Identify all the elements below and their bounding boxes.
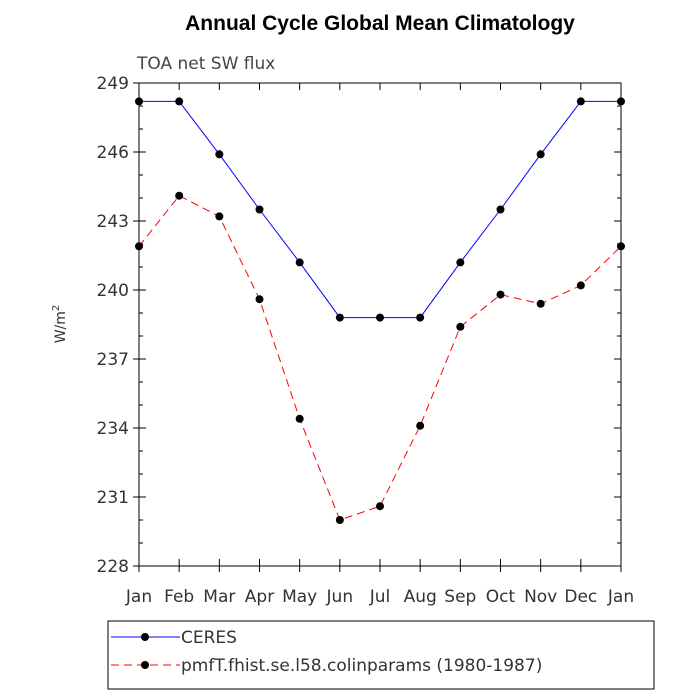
data-point-series-1 (215, 212, 224, 221)
x-axis: Jan Feb Mar Apr May Jun Jul Aug Sep Oct Nov Dec Jan (125, 83, 634, 607)
data-point-series-0 (295, 258, 304, 267)
y-tick-label: 249 (97, 74, 129, 94)
y-axis-label-text: W/m (53, 311, 69, 343)
y-tick-label: 234 (97, 419, 129, 439)
data-point-series-0 (175, 97, 184, 106)
data-point-series-1 (496, 290, 505, 299)
data-point-series-0 (456, 258, 465, 267)
x-tick-label: Sep (444, 587, 476, 607)
legend-marker-model (141, 661, 149, 669)
x-tick-label: Jan (607, 587, 634, 607)
data-point-series-1 (255, 295, 264, 304)
x-tick-label: Feb (164, 587, 194, 607)
data-point-series-1 (617, 242, 625, 251)
data-point-series-0 (335, 313, 344, 322)
data-point-series-1 (576, 281, 585, 290)
legend-label-model: pmfT.fhist.se.l58.colinparams (1980-1987… (181, 656, 542, 676)
x-tick-label: Oct (486, 587, 516, 607)
data-point-series-0 (135, 97, 143, 106)
data-point-series-1 (295, 414, 304, 423)
x-tick-label: Aug (404, 587, 437, 607)
data-point-series-0 (416, 313, 425, 322)
data-point-series-1 (135, 242, 143, 251)
series-line-0 (139, 100, 621, 319)
x-tick-label: Nov (524, 587, 557, 607)
chart-subtitle: TOA net SW flux (136, 54, 275, 74)
data-point-series-1 (175, 191, 184, 200)
y-tick-label: 240 (97, 281, 129, 301)
legend-label-ceres: CERES (181, 628, 237, 648)
data-point-series-0 (496, 205, 505, 214)
series-line-1 (138, 195, 622, 521)
x-tick-label: Jul (369, 587, 391, 607)
legend: CERES pmfT.fhist.se.l58.colinparams (198… (107, 620, 655, 690)
data-point-series-1 (376, 502, 384, 511)
plot-frame (138, 82, 622, 567)
x-tick-label: Apr (245, 587, 274, 607)
x-tick-label: Jan (125, 587, 152, 607)
data-point-series-0 (215, 150, 224, 159)
data-point-series-1 (335, 516, 344, 524)
x-tick-label: Dec (564, 587, 597, 607)
y-axis: 228 231 234 237 240 243 246 249 (97, 74, 621, 577)
data-point-series-0 (376, 313, 384, 322)
data-point-series-1 (536, 299, 545, 308)
y-axis-label: W/m2 (51, 305, 69, 344)
data-point-series-0 (576, 97, 585, 106)
y-tick-label: 231 (97, 488, 129, 508)
data-point-series-1 (416, 421, 425, 430)
series-layer (135, 97, 625, 524)
legend-marker-ceres (141, 633, 149, 641)
data-point-series-0 (617, 97, 625, 106)
y-tick-label: 237 (97, 350, 129, 370)
x-tick-label: Jun (326, 587, 354, 607)
x-tick-label: May (282, 587, 317, 607)
y-tick-label: 228 (97, 557, 129, 577)
chart-title: Annual Cycle Global Mean Climatology (185, 12, 575, 35)
legend-box (107, 620, 655, 690)
y-tick-label: 243 (97, 212, 129, 232)
x-tick-label: Mar (203, 587, 235, 607)
data-point-series-0 (255, 205, 264, 214)
data-point-series-0 (536, 150, 545, 159)
data-point-series-1 (456, 322, 465, 331)
y-tick-label: 246 (97, 143, 129, 163)
y-axis-label-superscript: 2 (51, 305, 62, 311)
